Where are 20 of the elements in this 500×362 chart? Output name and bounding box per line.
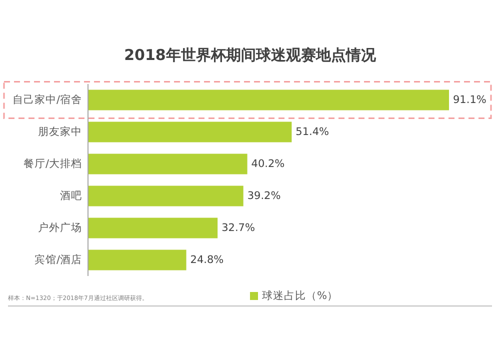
chart-title: 2018年世界杯期间球迷观赛地点情况 [124,46,377,64]
bar [88,154,248,174]
data-label: 24.8% [190,254,224,266]
bar [88,218,218,238]
y-tick-label: 餐厅/大排档 [23,157,82,170]
data-label: 39.2% [247,190,281,202]
bar [88,186,244,206]
bar [88,122,292,142]
bar [88,90,449,110]
legend-label: 球迷占比（%） [262,289,338,302]
data-label: 51.4% [296,126,330,138]
y-tick-label: 朋友家中 [38,125,82,138]
y-tick-label: 户外广场 [38,221,82,234]
bar [88,250,186,270]
y-tick-label: 酒吧 [60,189,82,202]
y-tick-label: 自己家中/宿舍 [12,93,82,106]
data-label: 40.2% [251,158,285,170]
data-label: 32.7% [222,222,255,234]
y-tick-label: 宾馆/酒店 [34,253,82,266]
data-label: 91.1% [453,94,486,106]
